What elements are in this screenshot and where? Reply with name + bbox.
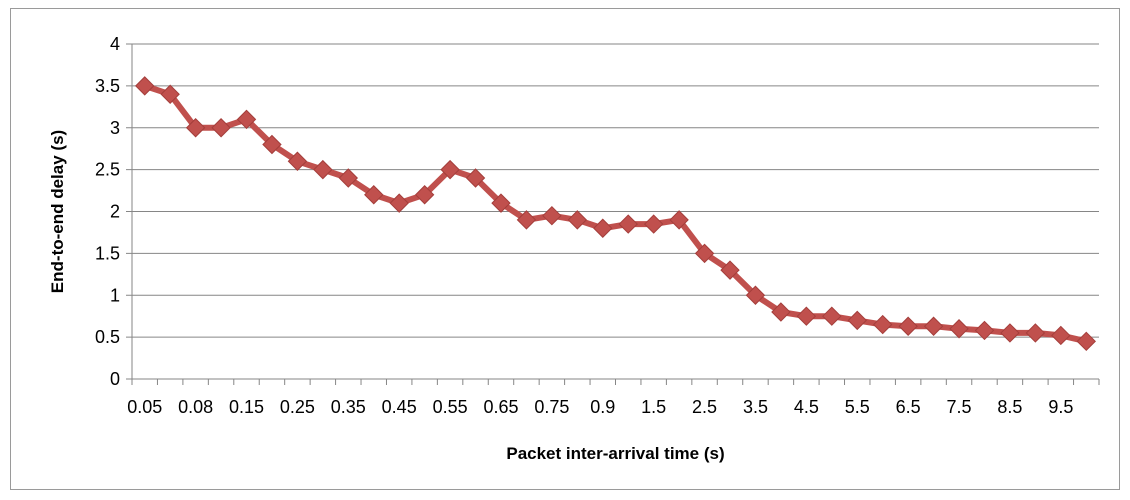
y-tick-label: 2.5 <box>95 160 120 180</box>
data-point-marker <box>414 185 435 205</box>
x-tick-label: 0.55 <box>433 397 468 417</box>
y-tick-label: 1 <box>110 285 120 305</box>
data-point-marker <box>211 118 231 138</box>
data-point-marker <box>872 314 893 335</box>
x-tick-label: 5.5 <box>845 397 870 417</box>
data-point-marker <box>923 316 944 336</box>
data-point-marker <box>1076 331 1096 352</box>
series-delay <box>135 76 1096 352</box>
data-point-marker <box>771 302 791 322</box>
x-tick-label: 0.9 <box>590 397 615 417</box>
data-point-marker <box>440 159 460 180</box>
data-point-marker <box>185 118 206 138</box>
data-point-marker <box>949 319 969 339</box>
y-tick-label: 3 <box>110 118 120 138</box>
x-tick-labels: 0.05 0.08 0.15 0.25 0.35 0.45 0.55 0.65 0.75 0.9 1… <box>127 397 1073 417</box>
y-axis-title: End-to-end delay (s) <box>48 130 67 293</box>
data-point-marker <box>745 285 766 305</box>
data-point-marker <box>491 193 511 213</box>
chart-frame: 0 0.5 1 1.5 2 2.5 3 3.5 4 0.05 0.08 0.15 0.25 0.35 0.… <box>10 8 1120 490</box>
x-tick-label: 0.05 <box>127 397 162 417</box>
y-tick-label: 0 <box>110 369 120 389</box>
y-tick-label: 1.5 <box>95 243 120 263</box>
data-point-marker <box>1025 323 1046 343</box>
data-point-marker <box>389 193 409 213</box>
data-point-marker <box>262 134 282 155</box>
y-tick-label: 0.5 <box>95 327 120 347</box>
x-tick-label: 0.45 <box>382 397 417 417</box>
data-point-marker <box>974 320 995 341</box>
data-point-marker <box>516 210 537 230</box>
data-point-marker <box>796 306 817 326</box>
data-point-marker <box>465 168 486 188</box>
axes <box>126 43 1100 385</box>
x-tick-label: 1.5 <box>641 397 666 417</box>
data-point-marker <box>669 210 689 230</box>
data-point-marker <box>694 243 715 264</box>
data-point-marker <box>720 260 740 280</box>
data-point-marker <box>313 159 333 180</box>
y-tick-label: 3.5 <box>95 76 120 96</box>
x-tick-label: 7.5 <box>947 397 972 417</box>
line-chart: 00.511.522.533.54 0.05 0.08 0.15 0.25 0.35 0.… <box>48 34 1100 463</box>
x-tick-label: 6.5 <box>896 397 921 417</box>
x-tick-label: 0.25 <box>280 397 315 417</box>
y-tick-label: 2 <box>110 202 120 222</box>
x-tick-label: 0.35 <box>331 397 366 417</box>
data-point-marker <box>643 214 664 234</box>
data-point-marker <box>338 168 359 188</box>
data-point-marker <box>898 316 918 336</box>
x-tick-label: 8.5 <box>997 397 1022 417</box>
data-point-marker <box>593 218 613 238</box>
data-point-marker <box>542 205 562 226</box>
data-point-marker <box>160 84 180 104</box>
data-point-marker <box>567 210 588 230</box>
data-point-marker <box>287 151 308 171</box>
data-point-marker <box>822 306 842 326</box>
x-tick-label: 0.75 <box>534 397 569 417</box>
y-tick-label: 4 <box>110 34 120 54</box>
y-tick-labels: 0 0.5 1 1.5 2 2.5 3 3.5 4 <box>95 34 120 389</box>
data-point-marker <box>1000 323 1020 343</box>
data-point-marker <box>364 185 384 205</box>
x-tick-label: 0.65 <box>483 397 518 417</box>
x-tick-label: 2.5 <box>692 397 717 417</box>
x-tick-label: 0.08 <box>178 397 213 417</box>
x-axis-title: Packet inter-arrival time (s) <box>506 444 724 463</box>
gridlines <box>132 43 1099 338</box>
x-tick-label: 4.5 <box>794 397 819 417</box>
x-tick-label: 3.5 <box>743 397 768 417</box>
data-point-marker <box>236 109 257 130</box>
data-point-marker <box>135 76 155 96</box>
x-tick-label: 9.5 <box>1048 397 1073 417</box>
data-point-marker <box>847 310 867 331</box>
data-point-marker <box>618 214 638 234</box>
data-point-marker <box>1051 325 1071 346</box>
series-line <box>141 82 1090 345</box>
x-tick-label: 0.15 <box>229 397 264 417</box>
